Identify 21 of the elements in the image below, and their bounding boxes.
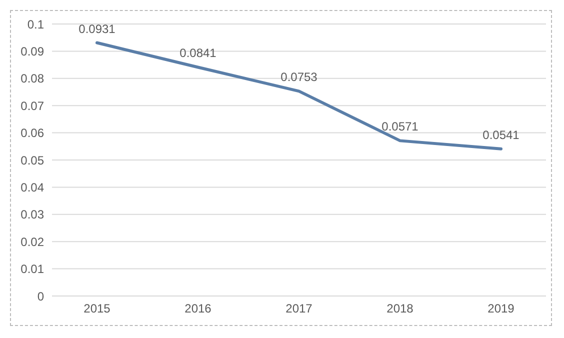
y-tick-label: 0	[37, 289, 44, 304]
data-label: 0.0541	[482, 128, 520, 142]
y-tick-label: 0.05	[20, 153, 44, 168]
y-tick-label: 0.02	[20, 234, 44, 249]
y-tick-label: 0.09	[20, 44, 44, 58]
x-tick-label: 2015	[84, 302, 111, 316]
x-tick-label: 2017	[286, 302, 313, 316]
data-label: 0.0753	[280, 70, 318, 84]
y-tick-label: 0.03	[20, 208, 44, 222]
x-tick-label: 2018	[386, 302, 414, 316]
data-label: 0.0571	[382, 120, 419, 134]
x-tick-label: 2016	[184, 302, 212, 316]
y-tick-label: 0.04	[20, 180, 44, 194]
data-label: 0.0931	[78, 22, 116, 36]
y-tick-label: 0.06	[20, 126, 44, 140]
y-tick-label: 0.07	[20, 98, 44, 113]
y-tick-label: 0.1	[27, 17, 44, 32]
y-tick-label: 0.01	[20, 262, 44, 276]
x-tick-label: 2019	[488, 302, 515, 316]
y-tick-label: 0.08	[20, 72, 44, 86]
data-label: 0.0841	[180, 46, 217, 60]
